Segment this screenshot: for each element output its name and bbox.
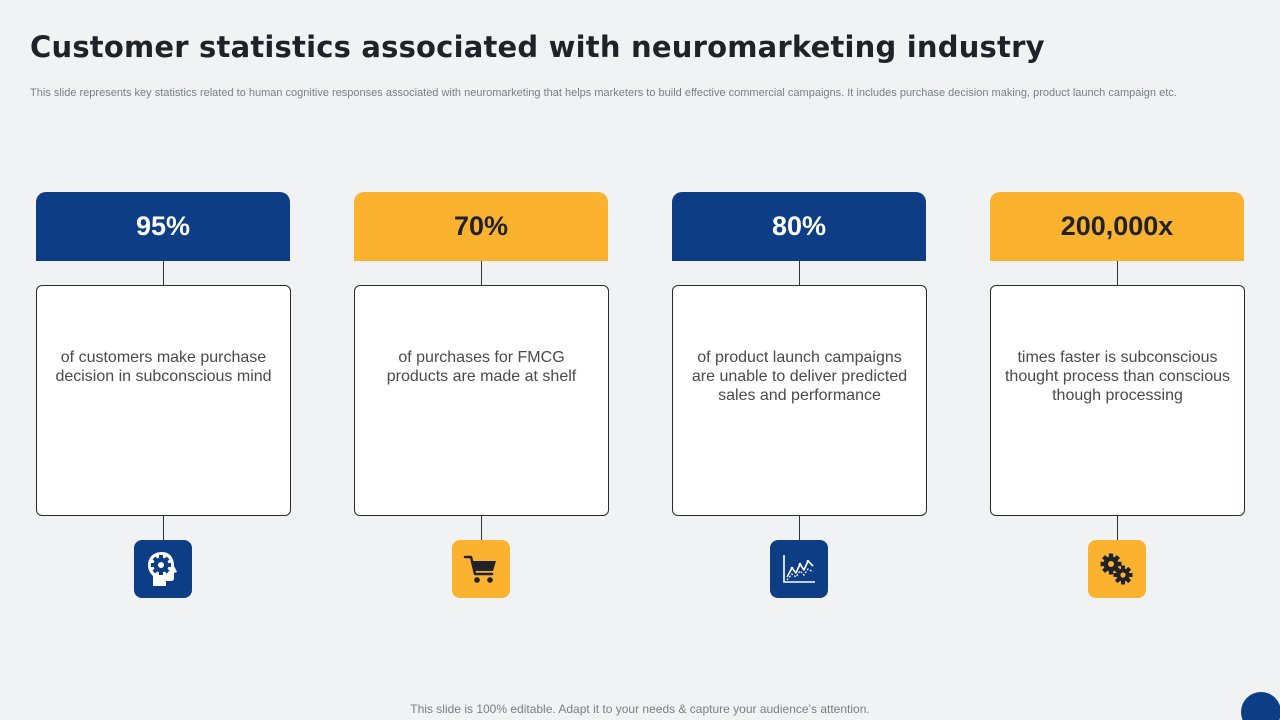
connector-line — [481, 261, 482, 285]
connector-line — [799, 261, 800, 285]
stat-card-product-launch: 80% of product launch campaigns are unab… — [672, 192, 927, 598]
stat-card-fmcg: 70% of purchases for FMCG products are m… — [354, 192, 609, 598]
footer-note: This slide is 100% editable. Adapt it to… — [410, 702, 870, 716]
connector-line — [1117, 261, 1118, 285]
stat-value: 200,000x — [990, 192, 1244, 261]
gears-icon — [1088, 540, 1146, 598]
connector-line — [163, 261, 164, 285]
stat-value: 80% — [672, 192, 926, 261]
page-title: Customer statistics associated with neur… — [30, 30, 1045, 64]
stat-description: of purchases for FMCG products are made … — [386, 349, 577, 385]
line-chart-icon — [770, 540, 828, 598]
stat-description: times faster is subconscious thought pro… — [1004, 349, 1231, 404]
connector-line — [799, 515, 800, 540]
stat-description: of customers make purchase decision in s… — [55, 349, 272, 385]
stat-value: 70% — [354, 192, 608, 261]
connector-line — [1117, 515, 1118, 540]
shopping-cart-icon — [452, 540, 510, 598]
stat-description-box: of purchases for FMCG products are made … — [354, 285, 609, 516]
stat-card-subconscious-speed: 200,000x times faster is subconscious th… — [990, 192, 1245, 598]
stat-value: 95% — [36, 192, 290, 261]
stat-description-box: times faster is subconscious thought pro… — [990, 285, 1245, 516]
head-gear-icon — [134, 540, 192, 598]
stat-description-box: of customers make purchase decision in s… — [36, 285, 291, 516]
connector-line — [481, 515, 482, 540]
stat-description-box: of product launch campaigns are unable t… — [672, 285, 927, 516]
page-subtitle: This slide represents key statistics rel… — [30, 87, 1177, 99]
corner-decoration — [1241, 692, 1280, 720]
connector-line — [163, 515, 164, 540]
stat-description: of product launch campaigns are unable t… — [691, 349, 908, 404]
stat-card-customers: 95% of customers make purchase decision … — [36, 192, 291, 598]
